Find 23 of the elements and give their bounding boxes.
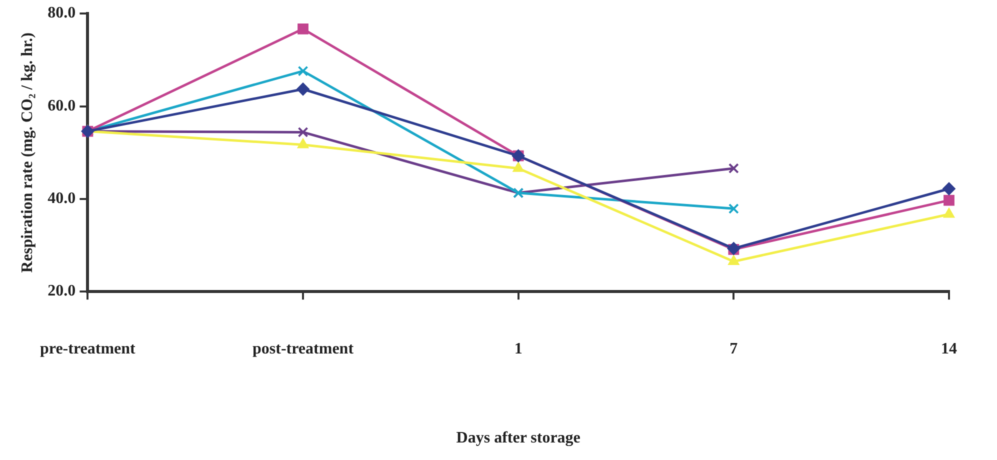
x-axis-title: Days after storage [456, 430, 580, 447]
y-tick-label: 60.0 [48, 97, 76, 114]
x-tick-label: pre-treatment [40, 340, 136, 358]
y-tick-label: 40.0 [48, 190, 76, 208]
point [944, 194, 954, 206]
point [728, 254, 740, 265]
x-tick-label: 7 [730, 340, 738, 358]
point [298, 126, 308, 138]
point [942, 182, 956, 196]
point [296, 82, 310, 96]
point [298, 23, 308, 34]
point [728, 163, 739, 174]
point [943, 208, 955, 218]
y-tick-label: 20.0 [48, 282, 76, 300]
point [297, 138, 309, 148]
y-axis-title: Respiration rate (mg. CO₂ / kg. hr.) [19, 32, 36, 273]
x-tick-label: 1 [514, 340, 522, 358]
point [728, 203, 739, 214]
point [512, 162, 524, 172]
x-tick-label: 14 [941, 340, 957, 358]
point [298, 66, 308, 76]
x-tick-label: post-treatment [252, 340, 354, 358]
y-tick-label: 80.0 [48, 4, 76, 22]
